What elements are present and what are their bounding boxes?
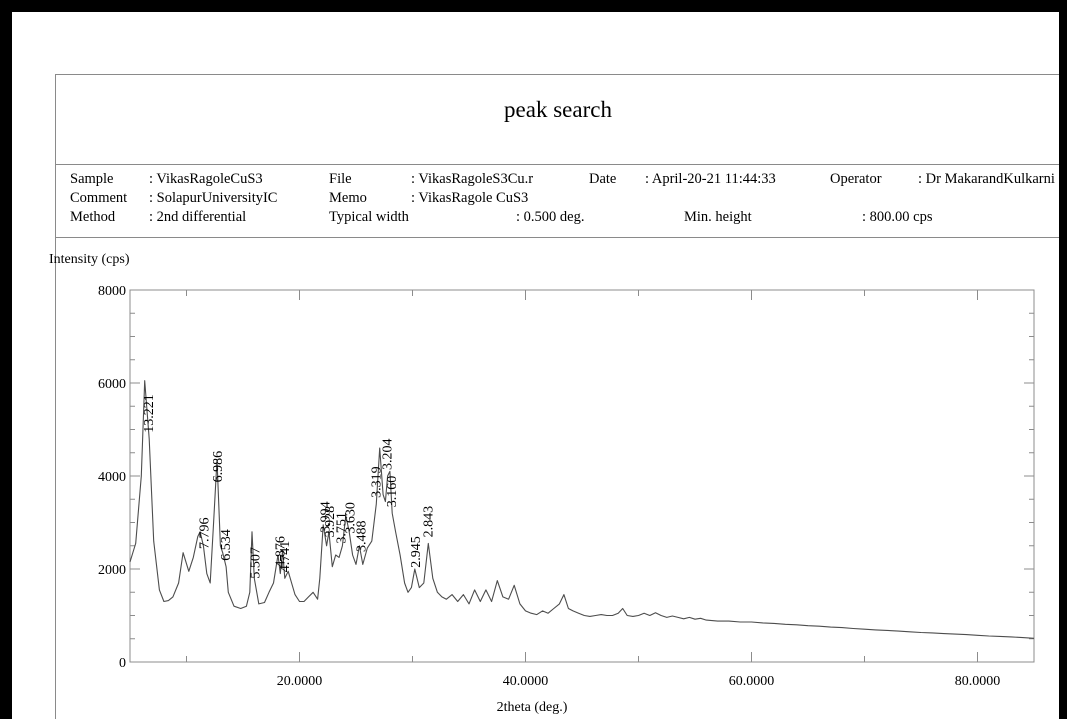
sample-label: Sample (70, 171, 114, 187)
date-label: Date (589, 171, 617, 187)
memo-value: : VikasRagole CuS3 (411, 190, 529, 206)
x-axis-label: 2theta (deg.) (497, 700, 568, 715)
y-tick-label: 0 (119, 656, 126, 671)
date-value: : April-20-21 11:44:33 (645, 171, 776, 187)
peak-label: 3.928 (323, 506, 338, 538)
min-height-label: Min. height (684, 209, 752, 225)
typical-width-value: : 0.500 deg. (516, 209, 585, 225)
min-height-value: : 800.00 cps (862, 209, 933, 225)
peak-label: 5.507 (248, 547, 263, 579)
peak-label: 3.160 (385, 476, 400, 508)
peak-label: 7.796 (198, 518, 213, 550)
y-tick-label: 8000 (98, 284, 126, 299)
peak-label: 3.488 (355, 521, 370, 553)
sample-value: : VikasRagoleCuS3 (149, 171, 263, 187)
peak-label: 6.534 (219, 529, 234, 561)
x-tick-label: 60.0000 (729, 674, 775, 689)
title-divider (56, 164, 1059, 165)
peak-label: 3.630 (343, 502, 358, 534)
y-tick-label: 6000 (98, 377, 126, 392)
plot-frame (129, 289, 1035, 663)
header-divider (56, 237, 1059, 238)
frame-left-border (0, 0, 12, 719)
report-frame: peak search Sample : VikasRagoleCuS3 Fil… (55, 74, 1059, 719)
typical-width-label: Typical width (329, 209, 409, 225)
comment-value: : SolapurUniversityIC (149, 190, 278, 206)
x-tick-label: 20.0000 (277, 674, 323, 689)
frame-right-border (1059, 0, 1067, 719)
peak-label: 3.994 (318, 501, 333, 533)
x-tick-label: 40.0000 (503, 674, 549, 689)
peak-label: 3.751 (334, 512, 349, 544)
xrd-chart: Intensity (cps) 2theta (deg.) 0 2000 4000 6… (49, 252, 1035, 715)
report-title: peak search (504, 97, 612, 122)
file-value: : VikasRagoleS3Cu.r (411, 171, 534, 187)
operator-value: : Dr MakarandKulkarni (918, 171, 1055, 187)
method-value: : 2nd differential (149, 209, 247, 225)
series-line (129, 380, 1035, 639)
y-tick-label: 2000 (98, 563, 126, 578)
y-tick-label: 4000 (98, 470, 126, 485)
comment-label: Comment (70, 190, 128, 206)
peak-label: 3.204 (381, 438, 396, 470)
file-label: File (329, 171, 352, 187)
peak-label: 6.986 (211, 451, 226, 483)
peak-label: 4.741 (278, 541, 293, 573)
peak-label: 3.319 (369, 466, 384, 498)
y-axis-label: Intensity (cps) (49, 252, 130, 267)
peak-label: 4.876 (273, 536, 288, 568)
peak-label: 13.221 (142, 394, 157, 433)
method-label: Method (70, 209, 116, 225)
memo-label: Memo (329, 190, 367, 206)
operator-label: Operator (830, 171, 882, 187)
peak-label: 2.843 (421, 506, 436, 538)
report-sheet: peak search Sample : VikasRagoleCuS3 Fil… (12, 12, 1059, 719)
frame-top-border (0, 0, 1067, 12)
x-tick-label: 80.0000 (955, 674, 1001, 689)
peak-label: 2.945 (409, 536, 424, 568)
